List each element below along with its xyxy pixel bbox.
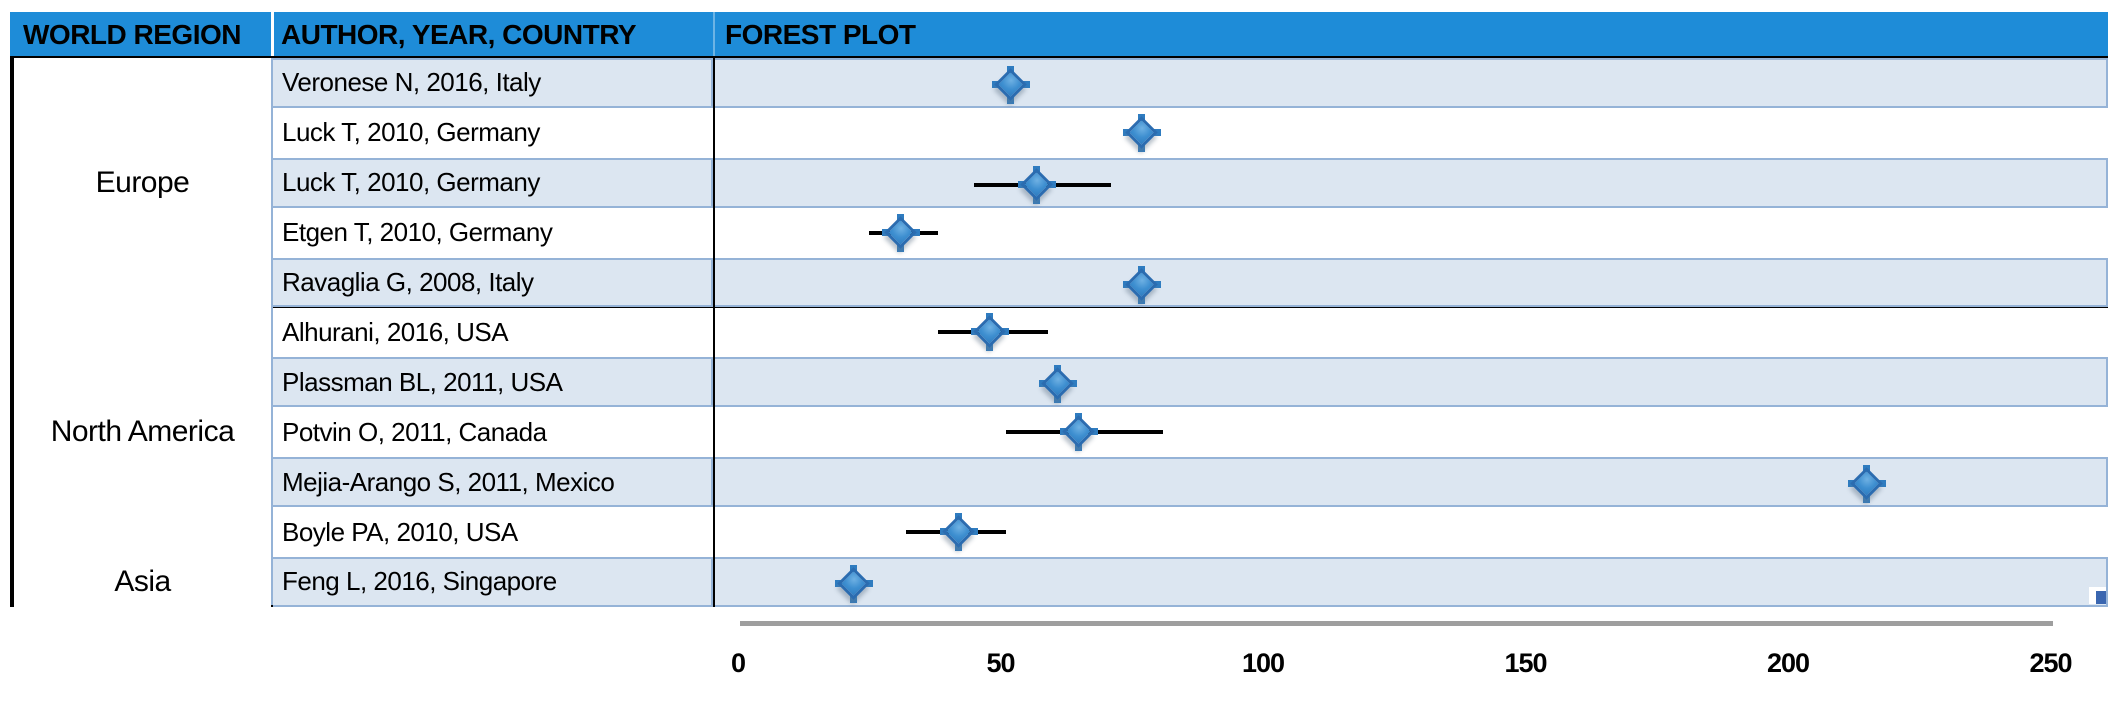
plot-row[interactable] [715,357,2108,408]
header-world-region[interactable]: WORLD REGION [10,12,271,58]
marker-nub-bottom [986,344,993,352]
marker-diamond [1020,167,1054,201]
marker-nub-bottom [1054,396,1062,404]
forest-marker[interactable] [1123,265,1162,304]
forest-marker[interactable] [992,65,1030,104]
plot-row[interactable] [715,507,2108,557]
plot-row[interactable] [715,207,2108,258]
x-axis-tick-label: 200 [1766,648,1810,678]
marker-diamond [883,215,917,249]
region-cell[interactable]: Europe [14,58,271,308]
marker-diamond [836,567,870,600]
study-cell[interactable]: Mejia-Arango S, 2011, Mexico [273,457,713,508]
marker-nub-right [1070,380,1078,388]
plot-row[interactable] [715,557,2108,607]
marker-nub-right [1091,428,1099,436]
plot-row[interactable] [715,107,2108,158]
x-axis-tick-label: 150 [1504,648,1547,678]
forest-marker[interactable] [1847,465,1886,504]
x-axis-tick-label: 250 [2029,648,2072,678]
marker-diamond [941,515,975,548]
plot-row[interactable] [715,407,2108,458]
plot-row[interactable] [715,457,2108,508]
study-cell[interactable]: Boyle PA, 2010, USA [273,507,713,557]
study-cell[interactable]: Luck T, 2010, Germany [273,107,713,158]
marker-diamond [1125,267,1159,301]
study-cell[interactable]: Veronese N, 2016, Italy [273,58,713,108]
x-axis-tick-label: 100 [1241,648,1285,678]
forest-marker[interactable] [1060,413,1099,452]
forest-marker[interactable] [1123,113,1162,152]
study-cell[interactable]: Luck T, 2010, Germany [273,157,713,208]
study-cell[interactable]: Etgen T, 2010, Germany [273,207,713,258]
header-forest-plot[interactable]: FOREST PLOT [713,12,2108,58]
marker-nub-bottom [1075,444,1083,452]
marker-diamond [1062,415,1096,448]
forest-marker[interactable] [881,213,920,252]
marker-diamond [973,315,1006,349]
region-cell[interactable]: North America [14,307,271,557]
study-cell[interactable]: Ravaglia G, 2008, Italy [273,257,713,308]
plot-row[interactable] [715,157,2108,208]
study-cell[interactable]: Alhurani, 2016, USA [273,307,713,358]
x-axis-tick-label: 50 [986,648,1015,678]
plot-row[interactable] [715,257,2108,308]
forest-marker[interactable] [834,564,873,603]
border-table-left [10,56,14,607]
selection-corner-handle[interactable] [2089,587,2106,604]
study-cell[interactable]: Plassman BL, 2011, USA [273,357,713,408]
forest-marker[interactable] [1039,365,1078,404]
region-cell[interactable]: Asia [14,557,271,607]
marker-diamond [1849,467,1883,500]
plot-row[interactable] [715,58,2108,108]
marker-diamond [994,68,1027,101]
header-author-year-country[interactable]: AUTHOR, YEAR, COUNTRY [274,12,713,58]
forest-marker[interactable] [939,513,978,552]
forest-marker[interactable] [971,313,1009,352]
x-axis-line [740,621,2053,626]
x-axis-tick-label: 0 [730,648,746,678]
marker-nub-right [1002,328,1009,336]
marker-diamond [1041,367,1075,401]
forest-marker[interactable] [1018,165,1057,204]
study-cell[interactable]: Potvin O, 2011, Canada [273,407,713,458]
border-region-author [271,58,273,605]
plot-row[interactable] [715,307,2108,358]
study-cell[interactable]: Feng L, 2016, Singapore [273,557,713,607]
marker-diamond [1125,116,1159,149]
border-plot-left [711,56,715,607]
